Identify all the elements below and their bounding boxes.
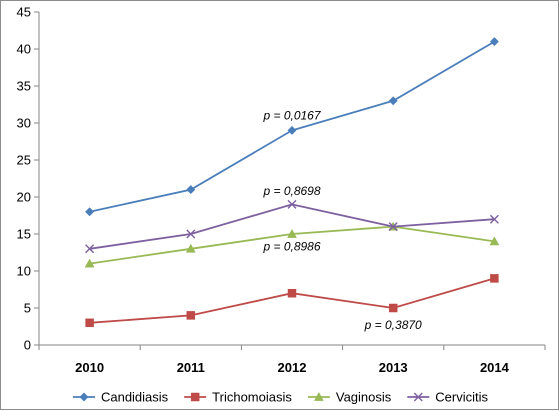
data-point <box>186 185 196 195</box>
y-tick-label: 35 <box>17 79 31 94</box>
data-point <box>185 243 196 253</box>
legend-item-trichomoiasis: Trichomoiasis <box>184 390 292 405</box>
x-tick-label: 2014 <box>480 360 510 375</box>
series-candidiasis <box>85 37 499 217</box>
data-point <box>489 214 499 224</box>
x-tick-label: 2012 <box>278 360 307 375</box>
legend-label: Vaginosis <box>336 390 392 405</box>
data-point <box>489 236 500 246</box>
y-tick-label: 15 <box>17 227 31 242</box>
data-point <box>287 288 297 298</box>
y-tick-label: 20 <box>17 190 31 205</box>
data-point <box>287 199 297 209</box>
x-tick-label: 2013 <box>379 360 408 375</box>
legend-item-candidiasis: Candidiasis <box>72 390 169 405</box>
p-value-annotation: p = 0,8986 <box>262 240 320 254</box>
data-point <box>84 258 95 268</box>
legend-label: Cervicitis <box>435 390 488 405</box>
data-point <box>388 303 398 313</box>
y-tick-label: 45 <box>17 5 31 20</box>
annotations: p = 0,0167 p = 0,8698 p = 0,8986 p = 0,3870 <box>262 109 422 332</box>
data-point <box>85 207 95 217</box>
legend-marker <box>190 392 200 402</box>
legend: Candidiasis Trichomoiasis Vaginosis Cervici… <box>72 390 489 405</box>
series-cervicitis <box>85 199 499 254</box>
legend-label: Candidiasis <box>101 390 169 405</box>
p-value-annotation: p = 0,3870 <box>364 318 422 332</box>
data-point <box>186 311 196 320</box>
legend-marker <box>79 392 89 402</box>
axes: 0 5 10 15 20 25 30 35 40 45 2010 2011 2012 2013 2014 <box>17 5 546 375</box>
data-point <box>85 244 95 254</box>
legend-label: Trichomoiasis <box>212 390 292 405</box>
x-tick-label: 2010 <box>75 360 104 375</box>
legend-marker <box>313 391 324 401</box>
x-tick-label: 2011 <box>177 360 205 375</box>
series-layer <box>84 37 500 328</box>
legend-item-cervicitis: Cervicitis <box>407 390 489 405</box>
data-point <box>388 96 398 106</box>
y-tick-label: 5 <box>24 301 31 316</box>
series-trichomoiasis <box>85 274 499 328</box>
data-point <box>388 222 398 232</box>
data-point <box>490 274 499 283</box>
series-line <box>89 277 495 324</box>
p-value-annotation: p = 0,0167 <box>262 109 321 123</box>
y-tick-label: 30 <box>17 116 31 131</box>
data-point <box>85 318 94 328</box>
data-point <box>287 228 297 238</box>
data-point <box>287 125 297 135</box>
y-tick-label: 0 <box>24 338 31 353</box>
y-tick-label: 10 <box>17 264 31 279</box>
legend-marker <box>413 392 423 402</box>
data-point <box>489 37 499 47</box>
y-tick-label: 25 <box>17 153 31 168</box>
data-point <box>186 229 196 239</box>
legend-item-vaginosis: Vaginosis <box>307 390 392 405</box>
p-value-annotation: p = 0,8698 <box>262 184 320 198</box>
y-tick-label: 40 <box>17 42 31 57</box>
